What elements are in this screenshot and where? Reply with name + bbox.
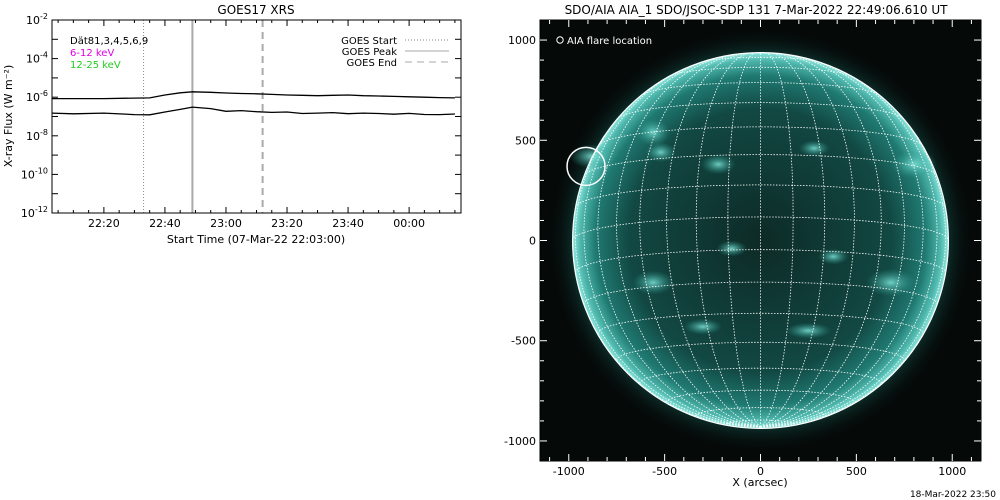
aia-grid-line [760,240,949,428]
aia-grid-line [639,367,882,384]
lc-series-group [52,91,455,116]
aia-legend-marker-icon [556,36,564,44]
aia-x-tick-label: 500 [846,465,867,478]
aia-active-region [785,322,832,339]
aia-grid-line [760,64,938,428]
aia-x-tick-label: -500 [652,465,677,478]
aia-active-region [683,318,723,335]
lc-y-tick-label: 10-4 [26,51,48,66]
aia-grid-line [641,82,880,96]
aia-grid-line [572,240,761,428]
aia-grid-line [760,57,924,428]
aia-grid-line [760,54,905,428]
aia-active-region [701,154,736,175]
lc-ylabel: X-ray Flux (W m⁻²) [2,65,15,167]
aia-grid-line [583,64,761,428]
aia-active-region [568,144,615,169]
aia-grid-line [639,53,761,428]
lc-ylabel-group: X-ray Flux (W m⁻²) [2,65,15,167]
aia-grid-line [700,56,821,63]
aia-x-tick-label: 0 [757,465,764,478]
lc-info-line: Dät81,3,4,5,6,9 [70,36,148,47]
aia-grid-line [760,52,794,428]
lc-legend-label: GOES Peak [342,47,397,58]
aia-active-region [716,240,748,257]
aia-y-tick-label: -1000 [504,435,536,448]
lc-x-ticks: 22:20 22:40 23:00 23:20 23:40 00:00 [57,20,456,230]
lc-x-tick-label: 22:40 [149,217,181,230]
lc-info-line: 6-12 keV [70,48,114,59]
aia-active-region [865,268,916,297]
aia-x-ticks: -1000 -500 0 500 1000 [549,20,972,478]
lc-x-tick-label: 23:20 [271,217,303,230]
aia-active-region [890,150,937,179]
aia-active-region [635,118,671,147]
lc-x-tick-label: 23:00 [210,217,242,230]
aia-active-region [818,248,849,265]
aia-grid-line [669,66,852,77]
lc-y-tick-label: 10-6 [26,89,48,104]
aia-grid-line [616,54,761,428]
lc-series-line-high-energy [52,106,455,116]
aia-active-region [645,142,677,163]
aia-legend: AIA flare location [556,36,652,47]
aia-grid-line [727,52,761,428]
aia-active-region [798,140,830,157]
aia-y-tick-label: 1000 [508,34,536,47]
lc-event-lines [143,20,264,213]
aia-grid-line [597,312,924,334]
lc-x-tick-label: 22:20 [88,217,120,230]
aia-x-tick-label: 1000 [938,465,966,478]
aia-limb [571,51,950,430]
lc-series-line-low-energy [52,91,455,100]
aia-heliographic-grid [571,51,950,430]
aia-y-tick-label: -500 [511,335,536,348]
lc-info-line: 12-25 keV [70,60,121,71]
aia-grid-line [760,53,882,428]
lc-xlabel: Start Time (07-Mar-22 22:03:00) [167,233,345,246]
lc-legend-label: GOES Start [341,36,397,47]
aia-grid-line [597,57,761,428]
aia-grid-line [695,52,761,428]
lc-x-tick-label: 23:40 [332,217,364,230]
lc-y-ticks: 10-2 10-4 10-6 10-8 10-10 10-12 [21,12,461,220]
aia-y-tick-label: 500 [515,134,536,147]
aia-grid-line [760,52,826,428]
aia-grid-line [760,90,946,428]
lc-y-tick-label: 10-12 [21,205,48,220]
goes-lightcurve-chart: GOES17 XRS X-ray Flux (W m⁻²) Start Time… [2,3,462,246]
aia-y-tick-label: 0 [529,235,536,248]
aia-title: SDO/AIA AIA_1 SDO/JSOC-SDP 131 7-Mar-202… [565,3,949,17]
lc-x-tick-label: 00:00 [393,217,425,230]
aia-xlabel: X (arcsec) [732,476,787,489]
lc-plot-frame [51,19,462,214]
footer-timestamp: 18-Mar-2022 23:50 [910,490,996,500]
lc-title: GOES17 XRS [217,3,294,17]
lc-y-tick-label: 10-2 [26,12,48,27]
aia-grid-line [575,90,761,428]
lc-y-tick-label: 10-10 [21,166,48,181]
aia-flare-circle [566,146,606,187]
aia-grid-line [584,154,937,176]
lc-y-tick-label: 10-8 [26,128,48,143]
aia-x-tick-label: -1000 [553,465,585,478]
aia-active-region [632,270,675,295]
aia-flare-marker [566,146,606,187]
lc-legend-label: GOES End [347,58,397,69]
aia-legend-label: AIA flare location [567,36,652,47]
aia-y-ticks: 1000 500 0 -500 -1000 [504,34,981,448]
aia-image-panel: SDO/AIA AIA_1 SDO/JSOC-SDP 131 7-Mar-202… [504,3,982,489]
